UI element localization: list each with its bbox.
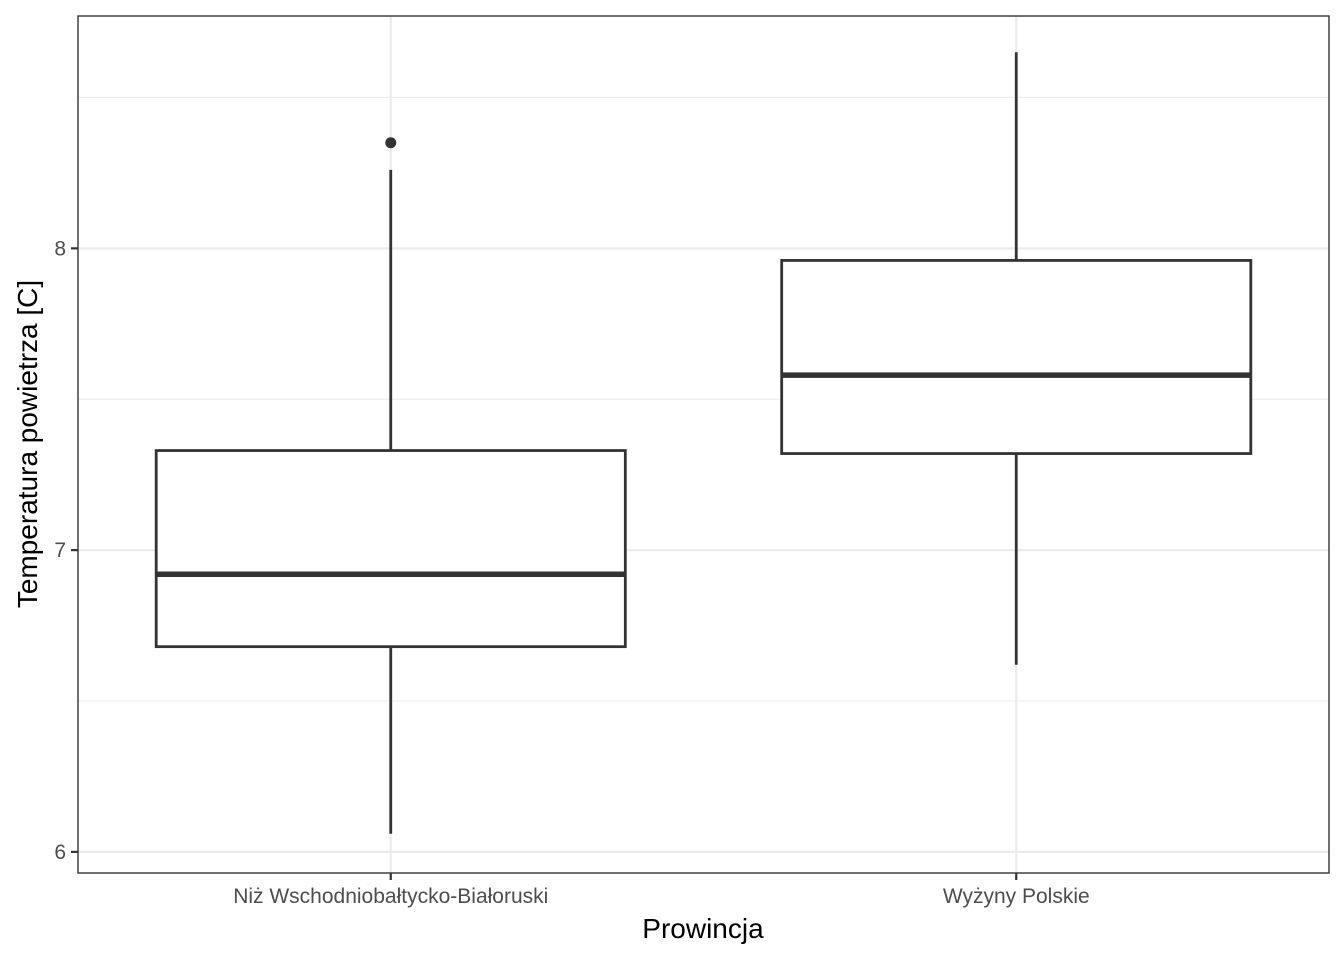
box-group: [780, 52, 1253, 665]
axes: 6 7 8 Niż Wschodniobałtycko-Białoruski Wyżyn…: [54, 237, 1089, 908]
y-axis-title: Temperatura powietrza [C]: [12, 280, 43, 608]
y-tick-label: 6: [54, 841, 66, 864]
x-axis-title: Prowincja: [642, 913, 764, 944]
x-tick-label: Wyżyny Polskie: [943, 885, 1090, 908]
box-iqr: [780, 259, 1253, 455]
panel-border: [77, 15, 1330, 874]
box-iqr: [154, 449, 627, 649]
y-tick-label: 8: [54, 237, 66, 260]
x-tick-label: Niż Wschodniobałtycko-Białoruski: [233, 885, 548, 908]
y-tick-label: 7: [54, 539, 66, 562]
box-group: [154, 137, 627, 834]
boxplot-series: [154, 52, 1253, 834]
outlier-point: [385, 137, 397, 149]
